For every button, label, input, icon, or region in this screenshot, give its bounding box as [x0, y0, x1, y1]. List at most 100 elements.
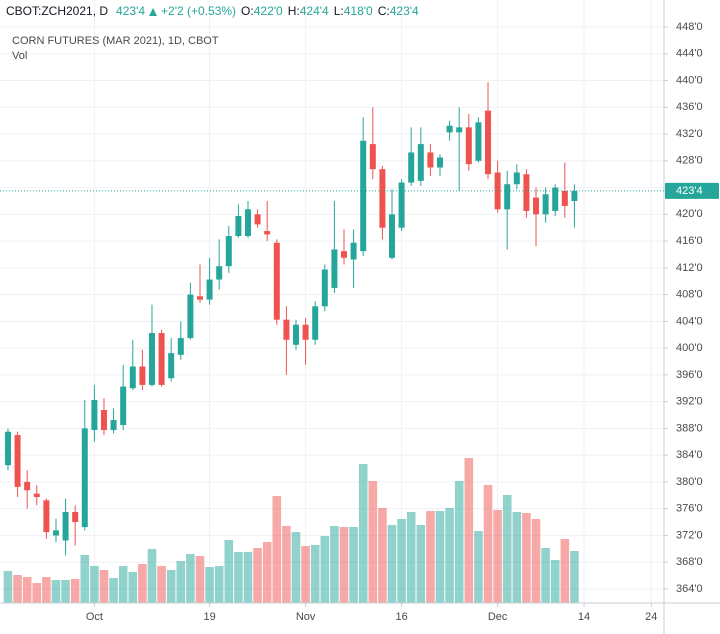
candle-body	[485, 110, 492, 175]
volume-bar	[42, 577, 51, 603]
volume-bar	[61, 580, 70, 603]
volume-bar	[80, 555, 90, 603]
volume-bar	[387, 525, 397, 603]
candle-body	[187, 294, 194, 339]
x-tick-label: Dec	[488, 611, 508, 623]
volume-bar	[109, 578, 118, 603]
volume-bar	[483, 485, 493, 603]
candle-body	[225, 236, 232, 267]
y-tick-label: 412'0	[676, 262, 703, 274]
volume-bar	[176, 561, 186, 603]
candle-body	[14, 435, 21, 487]
volume-bar	[32, 583, 42, 603]
candle-body	[139, 366, 146, 385]
volume-bar	[243, 552, 253, 603]
volume-bar	[512, 512, 522, 603]
volume-bar	[435, 511, 445, 603]
candle-body	[24, 481, 31, 491]
y-tick-label: 448'0	[676, 21, 703, 33]
candle-body	[148, 333, 155, 385]
y-tick-label: 380'0	[676, 476, 703, 488]
candle-body	[312, 306, 319, 340]
y-tick-label: 416'0	[676, 235, 703, 247]
candle-body	[244, 209, 251, 237]
candle-body	[62, 512, 69, 541]
x-tick-label: Nov	[296, 611, 316, 623]
candle-body	[43, 500, 50, 533]
volume-bar	[522, 513, 531, 603]
candle-body	[408, 152, 415, 183]
volume-bar	[358, 464, 368, 603]
volume-bar	[51, 580, 61, 603]
x-tick-label: 16	[395, 611, 407, 623]
volume-bar	[22, 577, 32, 603]
candle-body	[292, 324, 299, 345]
candle-body	[350, 242, 357, 260]
candle-body	[120, 386, 127, 426]
candle-body	[91, 399, 98, 431]
volume-bar	[445, 508, 454, 603]
header: CBOT:ZCH2021, D 423'4 +2'2 (+0.53%) O: 422'0…	[6, 4, 419, 18]
volume-bar	[301, 546, 310, 603]
y-tick-label: 364'0	[676, 583, 703, 595]
change: +2'2 (+0.53%)	[161, 4, 236, 18]
candle-body	[254, 214, 261, 225]
volume-bar	[253, 548, 262, 603]
volume-bar	[339, 527, 349, 603]
volume-bar	[560, 539, 570, 603]
candle-body	[523, 174, 530, 211]
volume-bar	[128, 572, 138, 603]
candle-body	[264, 231, 271, 235]
candle-body	[331, 249, 338, 288]
volume-bar	[550, 560, 560, 603]
x-tick-label: 19	[203, 611, 215, 623]
volume-pane	[3, 458, 579, 603]
candle-body	[504, 184, 511, 210]
y-tick-label: 384'0	[676, 449, 703, 461]
candle-body	[81, 428, 88, 528]
symbol: CBOT:ZCH2021, D	[6, 4, 108, 18]
ohlc-value: 418'0	[344, 4, 373, 18]
candle-body	[321, 269, 328, 307]
candle-body	[542, 194, 549, 215]
volume-bar	[214, 566, 224, 603]
ohlc-key: L:	[334, 4, 344, 18]
volume-bar	[262, 542, 272, 603]
candle-body	[369, 144, 376, 170]
candle-body	[561, 190, 568, 206]
candle-body	[129, 366, 136, 389]
candle-body	[206, 279, 213, 300]
ohlc-key: C:	[378, 4, 390, 18]
volume-bar	[406, 512, 416, 603]
candle-body	[465, 127, 472, 165]
candle-body	[446, 125, 453, 133]
candle-body	[302, 324, 309, 340]
y-tick-label: 376'0	[676, 503, 703, 515]
volume-bar	[502, 495, 512, 603]
volume-bar	[157, 566, 166, 603]
volume-bar	[541, 548, 550, 603]
y-tick-label: 440'0	[676, 74, 703, 86]
y-tick-label: 432'0	[676, 128, 703, 140]
y-tick-label: 408'0	[676, 289, 703, 301]
candle-body	[177, 338, 184, 355]
ohlc-value: 422'0	[254, 4, 283, 18]
candle-body	[341, 251, 348, 258]
ohlc-key: H:	[288, 4, 300, 18]
volume-bar	[205, 567, 214, 603]
volume-bar	[531, 519, 541, 603]
volume-bar	[397, 519, 406, 603]
volume-bar	[282, 526, 291, 603]
volume-bar	[474, 531, 483, 603]
y-tick-label: 404'0	[676, 315, 703, 327]
volume-bar	[570, 551, 579, 603]
y-tick-label: 428'0	[676, 155, 703, 167]
candle-body	[379, 169, 386, 228]
candle-body	[52, 530, 59, 536]
volume-label: Vol	[12, 50, 27, 62]
volume-bar	[464, 458, 474, 603]
volume-bar	[147, 549, 157, 603]
volume-bar	[426, 511, 435, 603]
volume-bar	[166, 570, 176, 603]
chart-title: CORN FUTURES (MAR 2021), 1D, CBOT	[12, 35, 219, 47]
